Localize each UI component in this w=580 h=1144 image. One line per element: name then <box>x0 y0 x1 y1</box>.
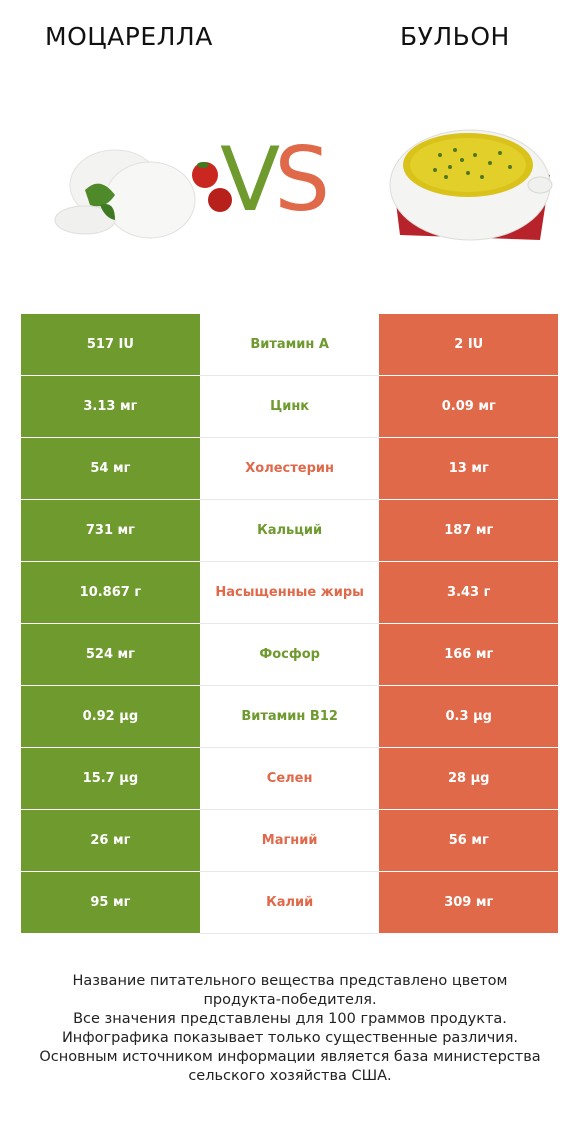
table-row: 15.7 µg Селен 28 µg <box>21 747 558 810</box>
right-value: 0.3 µg <box>379 685 558 748</box>
nutrient-name: Цинк <box>199 375 380 438</box>
table-row: 10.867 г Насыщенные жиры 3.43 г <box>21 561 558 624</box>
right-value: 2 IU <box>379 314 558 376</box>
right-value: 187 мг <box>379 499 558 562</box>
footer-line: Основным источником информации является … <box>39 1049 541 1065</box>
table-row: 731 мг Кальций 187 мг <box>21 499 558 562</box>
left-value: 10.867 г <box>21 561 200 624</box>
right-value: 13 мг <box>379 437 558 500</box>
right-value: 0.09 мг <box>379 375 558 438</box>
left-product-title: МОЦАРЕЛЛА <box>45 22 213 51</box>
nutrient-name: Селен <box>199 747 380 810</box>
left-value: 517 IU <box>21 314 200 376</box>
left-value: 731 мг <box>21 499 200 562</box>
left-value: 95 мг <box>21 871 200 934</box>
vs-label: VS <box>220 136 330 224</box>
left-value: 0.92 µg <box>21 685 200 748</box>
left-value: 15.7 µg <box>21 747 200 810</box>
nutrient-name: Витамин B12 <box>199 685 380 748</box>
footer-line: продукта-победителя. <box>203 992 377 1008</box>
nutrient-name: Насыщенные жиры <box>199 561 380 624</box>
right-value: 56 мг <box>379 809 558 872</box>
table-row: 3.13 мг Цинк 0.09 мг <box>21 375 558 438</box>
footer-note: Название питательного вещества представл… <box>20 972 560 1086</box>
table-row: 0.92 µg Витамин B12 0.3 µg <box>21 685 558 748</box>
nutrient-name: Фосфор <box>199 623 380 686</box>
table-row: 54 мг Холестерин 13 мг <box>21 437 558 500</box>
footer-line: сельского хозяйства США. <box>188 1068 392 1084</box>
nutrient-name: Калий <box>199 871 380 934</box>
right-value: 3.43 г <box>379 561 558 624</box>
left-value: 26 мг <box>21 809 200 872</box>
footer-line: Все значения представлены для 100 граммо… <box>73 1011 507 1027</box>
table-row: 95 мг Калий 309 мг <box>21 871 558 934</box>
table-row: 26 мг Магний 56 мг <box>21 809 558 872</box>
nutrient-name: Витамин A <box>199 314 380 376</box>
vs-s: S <box>274 128 330 231</box>
vs-v: V <box>220 128 280 231</box>
nutrient-name: Холестерин <box>199 437 380 500</box>
table-row: 524 мг Фосфор 166 мг <box>21 623 558 686</box>
left-value: 524 мг <box>21 623 200 686</box>
right-product-title: БУЛЬОН <box>400 22 510 51</box>
mozzarella-image <box>54 149 232 239</box>
footer-line: Инфографика показывает только существенн… <box>61 1030 519 1046</box>
footer-line: Название питательного вещества представл… <box>72 973 508 989</box>
left-value: 3.13 мг <box>21 375 200 438</box>
nutrient-name: Магний <box>199 809 380 872</box>
right-value: 28 µg <box>379 747 558 810</box>
nutrient-name: Кальций <box>199 499 380 562</box>
right-value: 166 мг <box>379 623 558 686</box>
broth-image <box>389 129 553 241</box>
left-value: 54 мг <box>21 437 200 500</box>
right-value: 309 мг <box>379 871 558 934</box>
